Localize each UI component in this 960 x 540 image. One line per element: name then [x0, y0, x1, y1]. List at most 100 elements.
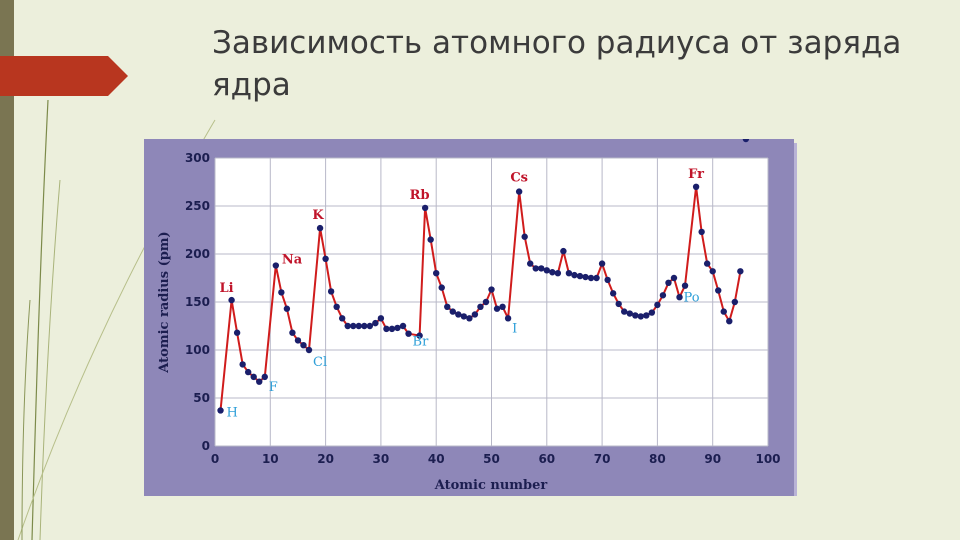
data-point — [405, 330, 412, 337]
data-point — [383, 325, 390, 333]
data-point — [333, 303, 340, 310]
data-point — [659, 292, 667, 299]
data-point — [344, 322, 351, 330]
data-point — [637, 313, 645, 320]
x-tick-label: 100 — [755, 452, 780, 466]
data-point — [455, 311, 462, 318]
y-tick-label: 0 — [202, 439, 210, 453]
data-point — [399, 322, 407, 330]
x-tick-label: 10 — [262, 452, 279, 466]
left-accent-bar — [0, 0, 14, 540]
data-point — [737, 268, 744, 275]
data-point — [278, 289, 285, 296]
data-point — [355, 322, 362, 330]
x-tick-label: 20 — [317, 452, 334, 466]
data-point — [228, 296, 235, 304]
data-point — [477, 303, 484, 310]
data-point — [576, 272, 584, 280]
annotation-h: H — [227, 405, 238, 420]
red-accent-tab — [0, 56, 128, 96]
data-point — [471, 311, 479, 318]
data-point — [366, 322, 374, 330]
slide-title: Зависимость атомного радиуса от заряда я… — [212, 25, 902, 103]
data-point — [742, 139, 750, 143]
y-tick-label: 250 — [185, 199, 210, 213]
data-point — [709, 268, 716, 275]
data-point — [394, 324, 401, 332]
data-point — [521, 233, 528, 240]
y-tick-label: 200 — [185, 247, 210, 261]
annotation-cl: Cl — [313, 355, 327, 370]
x-tick-label: 90 — [704, 452, 721, 466]
data-point — [438, 284, 445, 291]
x-tick-label: 30 — [373, 452, 390, 466]
data-point — [626, 310, 633, 317]
data-point — [571, 271, 578, 279]
data-point — [244, 368, 252, 376]
data-point — [554, 270, 562, 277]
data-point — [532, 265, 539, 272]
data-point — [632, 312, 639, 319]
annotation-i: I — [512, 321, 517, 336]
data-point — [621, 308, 628, 315]
data-point — [338, 315, 346, 322]
data-point — [316, 224, 324, 232]
annotation-rb: Rb — [410, 188, 430, 203]
data-point — [300, 342, 307, 349]
data-point — [493, 305, 501, 312]
data-point — [261, 373, 268, 381]
data-point — [598, 260, 606, 267]
x-axis-label: Atomic number — [434, 478, 548, 493]
data-point — [350, 322, 357, 330]
data-point — [488, 286, 495, 293]
annotation-k: K — [312, 208, 324, 223]
data-point — [715, 287, 722, 294]
data-point — [587, 274, 595, 282]
y-axis-label: Atomic radius (pm) — [157, 231, 172, 373]
x-tick-label: 0 — [211, 452, 219, 466]
data-point — [289, 329, 296, 336]
data-point — [720, 308, 727, 315]
tick-labels: 0 10 20 30 40 50 60 70 80 90 100 0 50 100 150 200 250 300 — [185, 151, 781, 466]
data-point — [250, 373, 257, 381]
data-point — [593, 274, 600, 282]
annotation-li: Li — [220, 281, 234, 296]
data-point — [543, 267, 550, 274]
data-point — [460, 313, 468, 320]
data-point — [433, 270, 440, 277]
data-point — [565, 270, 573, 277]
data-point — [499, 303, 506, 310]
data-point — [466, 315, 473, 322]
data-point — [416, 332, 423, 339]
data-point — [643, 312, 650, 319]
annotation-br: Br — [413, 335, 430, 350]
data-point — [377, 315, 385, 322]
data-point — [582, 273, 589, 281]
data-point — [698, 228, 705, 236]
data-point — [283, 305, 291, 312]
x-tick-label: 40 — [428, 452, 445, 466]
data-point — [388, 325, 396, 333]
y-tick-label: 150 — [185, 295, 210, 309]
data-point — [527, 260, 534, 267]
data-point — [372, 319, 379, 327]
data-point — [692, 183, 700, 190]
annotation-na: Na — [282, 253, 303, 268]
x-tick-label: 50 — [483, 452, 500, 466]
panel-edge — [794, 143, 797, 496]
y-tick-label: 100 — [185, 343, 210, 357]
data-point — [726, 318, 733, 325]
data-point — [731, 298, 739, 306]
data-point — [421, 204, 429, 212]
y-tick-label: 50 — [193, 391, 210, 405]
data-point — [504, 315, 512, 322]
data-point — [322, 255, 329, 262]
x-tick-label: 80 — [649, 452, 666, 466]
data-point — [239, 361, 246, 368]
data-point — [444, 303, 451, 310]
data-point — [604, 276, 611, 284]
annotation-cs: Cs — [510, 171, 528, 186]
data-point — [361, 322, 368, 330]
data-point — [482, 298, 490, 306]
data-point — [272, 262, 280, 269]
